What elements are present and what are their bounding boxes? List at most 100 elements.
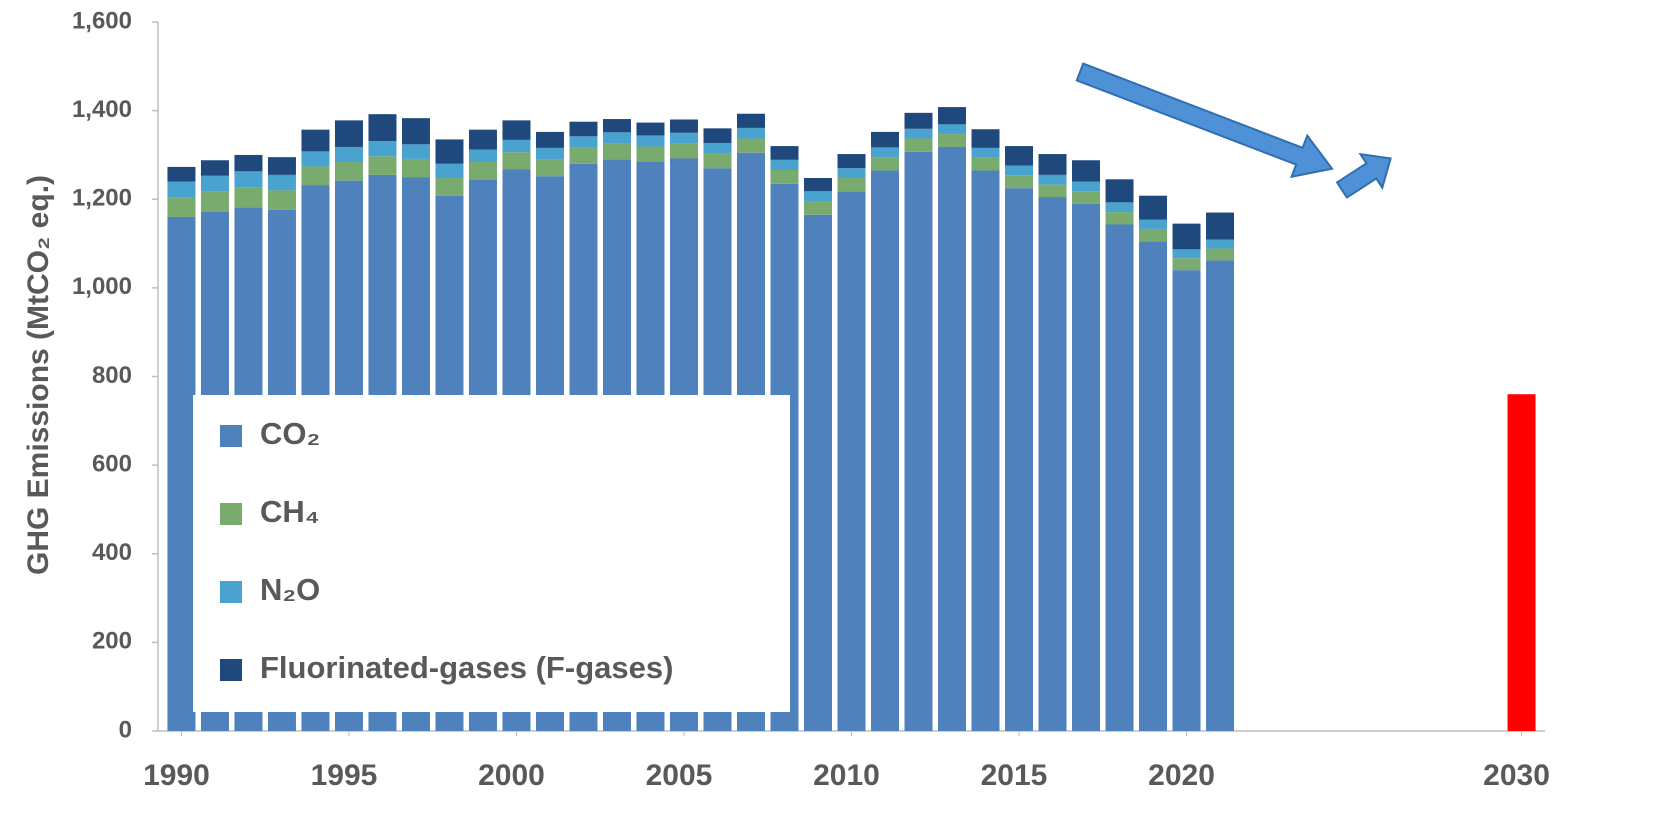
x-tick-label: 1995 (311, 759, 378, 792)
bar-segment (803, 214, 832, 731)
bar-segment (334, 162, 363, 181)
y-tick-label: 400 (92, 539, 132, 566)
trend-arrow (1075, 62, 1334, 179)
bar-segment (837, 154, 866, 169)
bar-segment (837, 191, 866, 731)
bar-segment (871, 157, 900, 171)
bar-segment (334, 146, 363, 163)
bar-segment (301, 129, 330, 152)
bar-segment (1172, 270, 1201, 731)
bar-segment (1072, 203, 1101, 731)
bar-segment (200, 175, 229, 192)
bar-segment (770, 159, 799, 171)
bar-segment (669, 119, 698, 133)
bar-segment (502, 120, 531, 140)
legend-label: Fluorinated-gases (F-gases) (260, 650, 673, 685)
bar-segment (468, 162, 497, 180)
bar-segment (1038, 197, 1067, 732)
bar-segment (435, 163, 464, 178)
bar-segment (938, 124, 967, 135)
bar-segment (1038, 154, 1067, 175)
x-tick-label: 2005 (646, 759, 713, 792)
bar-segment (1005, 188, 1034, 731)
bar-segment (1172, 258, 1201, 271)
bar-segment (1072, 181, 1101, 192)
bar-segment (938, 146, 967, 731)
bar-segment (736, 127, 765, 139)
bar-segment (200, 191, 229, 212)
bar-segment (1206, 248, 1235, 261)
bar-segment (1139, 228, 1168, 242)
bar-segment (602, 132, 631, 144)
bar-segment (636, 135, 665, 147)
bar-segment (602, 119, 631, 133)
bar-segment (234, 154, 263, 172)
y-axis-title: GHG Emissions (MtCO₂ eq.) (22, 175, 55, 575)
bar-segment (1105, 202, 1134, 213)
bar-segment (1139, 241, 1168, 732)
bar-segment (904, 151, 933, 731)
bar-segment (468, 129, 497, 150)
legend-label: CH₄ (260, 494, 320, 529)
bar-segment (234, 171, 263, 188)
bar-segment (535, 131, 564, 148)
bar-segment (167, 181, 196, 198)
bar-segment (803, 177, 832, 192)
bar-segment (837, 168, 866, 178)
y-tick-label: 1,200 (72, 185, 132, 212)
bar-segment (1005, 146, 1034, 166)
bar-segment (569, 136, 598, 148)
legend-swatch (220, 503, 242, 525)
bar-segment (468, 149, 497, 163)
legend-label: CO₂ (260, 416, 320, 451)
bar-segment (837, 177, 866, 192)
bar-segment (803, 201, 832, 215)
y-tick-label: 600 (92, 450, 132, 477)
bar-segment (368, 156, 397, 175)
bar-segment (1038, 174, 1067, 185)
legend-swatch (220, 581, 242, 603)
bar-segment (770, 170, 799, 184)
y-tick-label: 1,600 (72, 7, 132, 34)
bar-segment (502, 139, 531, 153)
bar-segment (1139, 195, 1168, 220)
bar-segment (435, 177, 464, 196)
legend-label: N₂O (260, 572, 320, 607)
bar-segment (703, 153, 732, 169)
bar-segment (1139, 219, 1168, 229)
bar-segment (401, 118, 430, 145)
bar-segment (301, 151, 330, 167)
legend: CO₂ CH₄ N₂O Fluorinated-gases (F-gases) (193, 395, 790, 712)
bar-segment (871, 147, 900, 158)
bar-segment (535, 147, 564, 160)
bar-segment (871, 131, 900, 148)
bar-segment (167, 216, 196, 732)
bar-segment (871, 170, 900, 731)
bar-segment (368, 141, 397, 157)
bar-segment (435, 139, 464, 164)
bar-segment (1172, 223, 1201, 250)
trend-arrow-small (1335, 152, 1392, 199)
bar-segment (669, 143, 698, 159)
bar-segment (1005, 175, 1034, 189)
bar-segment (1072, 191, 1101, 204)
bar-segment (803, 191, 832, 202)
bar-segment (904, 112, 933, 129)
legend-box (193, 395, 790, 712)
bar-segment (502, 152, 531, 170)
bar-segment (703, 142, 732, 154)
x-tick-label: 2020 (1148, 759, 1215, 792)
target-bar (1507, 394, 1536, 731)
bar-segment (602, 143, 631, 160)
bar-segment (368, 114, 397, 142)
bar-segment (669, 132, 698, 144)
bar-segment (234, 187, 263, 208)
bar-segment (1206, 239, 1235, 249)
bar-segment (267, 174, 296, 191)
bar-segment (167, 166, 196, 182)
bar-segment (904, 138, 933, 152)
y-tick-label: 800 (92, 362, 132, 389)
x-tick-label: 2030 (1483, 759, 1550, 792)
bar-segment (770, 146, 799, 160)
